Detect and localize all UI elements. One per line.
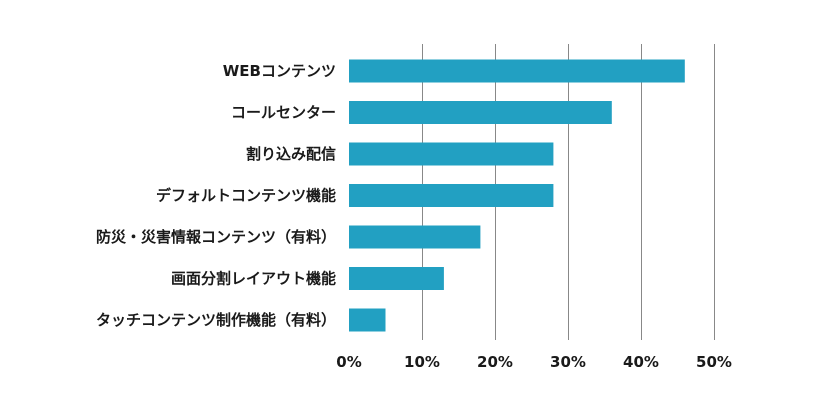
category-label: タッチコンテンツ制作機能（有料） bbox=[96, 311, 336, 329]
bar bbox=[349, 142, 554, 166]
tick-label: 10% bbox=[404, 353, 440, 371]
tick-label: 20% bbox=[477, 353, 513, 371]
tick-label: 50% bbox=[696, 353, 732, 371]
category-label: 画面分割レイアウト機能 bbox=[171, 270, 336, 288]
category-label: 防災・災害情報コンテンツ（有料） bbox=[96, 228, 336, 246]
bar bbox=[349, 308, 386, 332]
category-label: WEBコンテンツ bbox=[223, 62, 336, 80]
x-axis-tick-labels: 0% 10% 20% 30% 40% 50% bbox=[336, 353, 732, 371]
bar bbox=[349, 101, 612, 124]
category-labels: WEBコンテンツコールセンター割り込み配信デフォルトコンテンツ機能防災・災害情報… bbox=[96, 62, 336, 329]
bar bbox=[349, 59, 685, 83]
bars bbox=[349, 59, 685, 332]
category-label: 割り込み配信 bbox=[246, 145, 336, 163]
tick-label: 40% bbox=[623, 353, 659, 371]
category-label: デフォルトコンテンツ機能 bbox=[156, 187, 336, 205]
gridlines bbox=[422, 44, 715, 340]
tick-label: 30% bbox=[550, 353, 586, 371]
bar bbox=[349, 267, 444, 290]
category-label: コールセンター bbox=[231, 104, 336, 122]
tick-label: 0% bbox=[336, 353, 361, 371]
bar bbox=[349, 184, 554, 207]
bar bbox=[349, 225, 481, 249]
